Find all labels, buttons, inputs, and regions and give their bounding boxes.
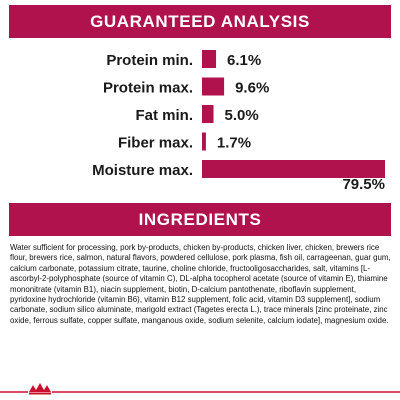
value-label-protein-max: 9.6% <box>235 80 269 97</box>
bar-fiber-max <box>202 132 206 151</box>
category-label-fiber-max: Fiber max. <box>118 135 193 152</box>
value-label-fiber-max: 1.7% <box>217 135 251 152</box>
value-label-moisture-max: 79.5% <box>342 176 385 193</box>
guaranteed-analysis-title: GUARANTEED ANALYSIS <box>90 11 310 31</box>
footer-brand-line <box>0 383 400 395</box>
category-label-protein-min: Protein min. <box>106 52 193 69</box>
guaranteed-analysis-header: GUARANTEED ANALYSIS <box>9 5 391 38</box>
category-label-protein-max: Protein max. <box>103 80 193 97</box>
ingredients-list: Water sufficient for processing, pork by… <box>10 243 391 325</box>
value-label-fat-min: 5.0% <box>225 107 259 124</box>
ingredients-title: INGREDIENTS <box>138 209 262 229</box>
ingredients-header: INGREDIENTS <box>9 203 391 236</box>
category-label-fat-min: Fat min. <box>135 107 193 124</box>
bar-protein-min <box>202 50 217 68</box>
bar-moisture-max <box>202 160 385 178</box>
category-label-moisture-max: Moisture max. <box>92 162 193 179</box>
value-label-protein-min: 6.1% <box>227 52 261 69</box>
royal-canin-crown-icon <box>28 383 52 395</box>
bar-fat-min <box>202 105 214 123</box>
guaranteed-analysis-chart: Protein min. 6.1% Protein max. 9.6% Fat min.… <box>92 50 385 193</box>
bar-protein-max <box>202 77 225 96</box>
